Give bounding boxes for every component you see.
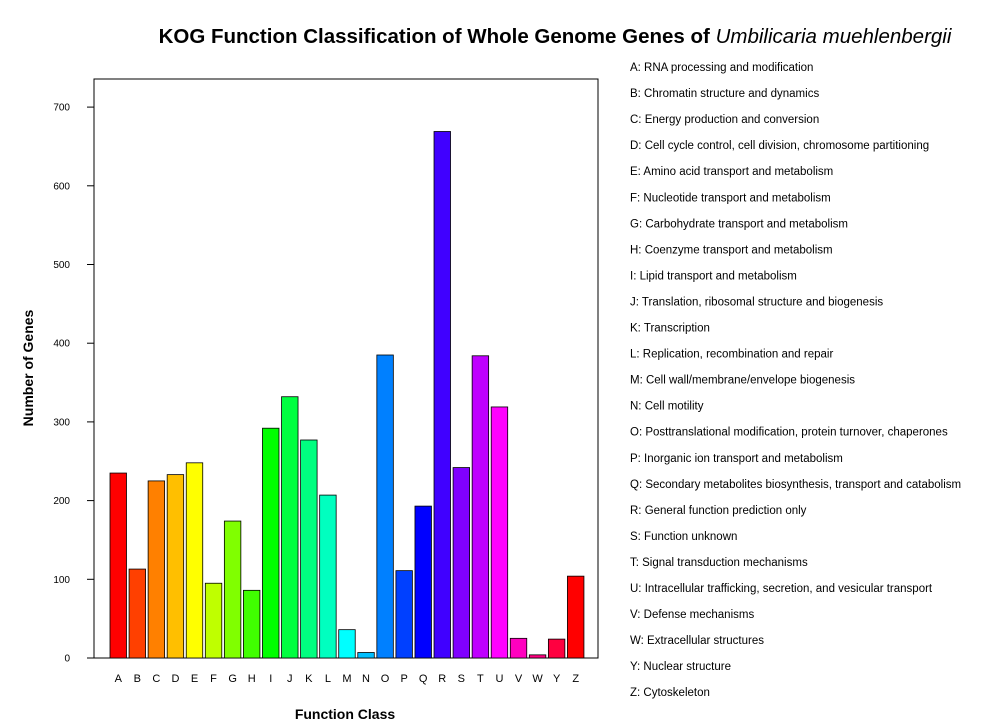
x-tick-label-Y: Y [553, 673, 561, 685]
x-tick-label-T: T [477, 673, 484, 685]
legend-item: V: Defense mechanisms [630, 609, 754, 621]
legend-item: O: Posttranslational modification, prote… [630, 427, 948, 439]
legend-item: Q: Secondary metabolites biosynthesis, t… [630, 479, 961, 491]
bar-Z [567, 575, 585, 659]
bar-C [147, 480, 166, 659]
x-tick-label-G: G [228, 673, 237, 685]
bar-T [471, 355, 490, 659]
x-tick-label-R: R [438, 673, 446, 685]
x-tick-label-A: A [115, 673, 123, 685]
x-tick-label-Q: Q [419, 673, 428, 685]
x-tick-label-D: D [171, 673, 179, 685]
x-tick-label-J: J [287, 673, 293, 685]
y-axis: 0 100 200 300 400 500 600 700 [53, 103, 94, 665]
bar-L [319, 494, 337, 659]
legend: A: RNA processing and modification B: Chr… [630, 62, 961, 699]
bar-P [395, 570, 413, 659]
legend-item: W: Extracellular structures [630, 635, 764, 647]
x-tick-label-S: S [458, 673, 465, 685]
legend-item: Y: Nuclear structure [630, 661, 731, 673]
bar-I [262, 427, 280, 659]
chart-title-species: Umbilicaria muehlenbergii [716, 25, 953, 48]
legend-item: N: Cell motility [630, 401, 704, 413]
legend-item: R: General function prediction only [630, 505, 807, 517]
bar-K [300, 439, 318, 659]
x-tick-label-U: U [495, 673, 503, 685]
bar-W [528, 654, 547, 659]
legend-item: Z: Cytoskeleton [630, 687, 710, 699]
legend-item: D: Cell cycle control, cell division, ch… [630, 140, 929, 152]
legend-item: T: Signal transduction mechanisms [630, 557, 808, 569]
y-tick-label: 300 [53, 417, 70, 428]
legend-item: E: Amino acid transport and metabolism [630, 166, 833, 178]
legend-item: L: Replication, recombination and repair [630, 349, 833, 361]
x-tick-label-P: P [400, 673, 407, 685]
x-axis-title: Function Class [295, 706, 396, 722]
legend-item: K: Transcription [630, 323, 710, 335]
x-tick-label-H: H [248, 673, 256, 685]
bar-M [338, 629, 356, 659]
bar-Y [547, 638, 566, 659]
x-tick-label-O: O [381, 673, 390, 685]
bar-U [490, 406, 509, 659]
bar-N [357, 652, 375, 659]
bar-A [109, 472, 127, 659]
x-tick-label-W: W [532, 673, 543, 685]
bar-Q [414, 505, 432, 659]
bar-J [281, 396, 299, 659]
legend-item: B: Chromatin structure and dynamics [630, 88, 819, 100]
y-tick-label: 200 [53, 496, 70, 507]
x-tick-label-I: I [269, 673, 272, 685]
legend-item: U: Intracellular trafficking, secretion,… [630, 583, 933, 595]
bar-D [166, 474, 185, 659]
bar-B [128, 568, 146, 659]
legend-item: C: Energy production and conversion [630, 114, 819, 126]
x-tick-label-E: E [191, 673, 198, 685]
x-tick-label-F: F [210, 673, 217, 685]
bar-F [204, 582, 223, 659]
x-tick-label-L: L [325, 673, 331, 685]
legend-item: G: Carbohydrate transport and metabolism [630, 218, 848, 230]
y-axis-title: Number of Genes [20, 309, 36, 426]
bar-H [243, 589, 261, 659]
x-tick-label-N: N [362, 673, 370, 685]
bar-G [223, 520, 242, 659]
x-tick-label-Z: Z [572, 673, 579, 685]
chart-title-main: KOG Function Classification of Whole Gen… [159, 25, 710, 48]
legend-item: H: Coenzyme transport and metabolism [630, 244, 833, 256]
y-tick-label: 100 [53, 575, 70, 586]
bar-O [376, 354, 394, 659]
y-tick-label: 600 [53, 181, 70, 192]
legend-item: F: Nucleotide transport and metabolism [630, 192, 831, 204]
chart-title: KOG Function Classification of Whole Gen… [159, 25, 953, 48]
legend-item: A: RNA processing and modification [630, 62, 813, 74]
x-tick-label-M: M [342, 673, 351, 685]
bar-series [109, 131, 585, 659]
bar-S [452, 467, 470, 659]
bar-R [433, 131, 451, 659]
legend-item: I: Lipid transport and metabolism [630, 270, 797, 282]
bar-E [185, 462, 204, 659]
legend-item: P: Inorganic ion transport and metabolis… [630, 453, 843, 465]
legend-item: M: Cell wall/membrane/envelope biogenesi… [630, 375, 855, 387]
x-tick-label-V: V [515, 673, 523, 685]
legend-item: S: Function unknown [630, 531, 737, 543]
bar-V [509, 637, 528, 659]
y-tick-label: 700 [53, 103, 70, 114]
y-tick-label: 400 [53, 339, 70, 350]
y-tick-label: 0 [64, 654, 70, 665]
x-tick-label-B: B [134, 673, 141, 685]
x-tick-label-K: K [305, 673, 313, 685]
y-tick-label: 500 [53, 260, 70, 271]
legend-item: J: Translation, ribosomal structure and … [630, 296, 883, 308]
x-tick-label-C: C [152, 673, 160, 685]
